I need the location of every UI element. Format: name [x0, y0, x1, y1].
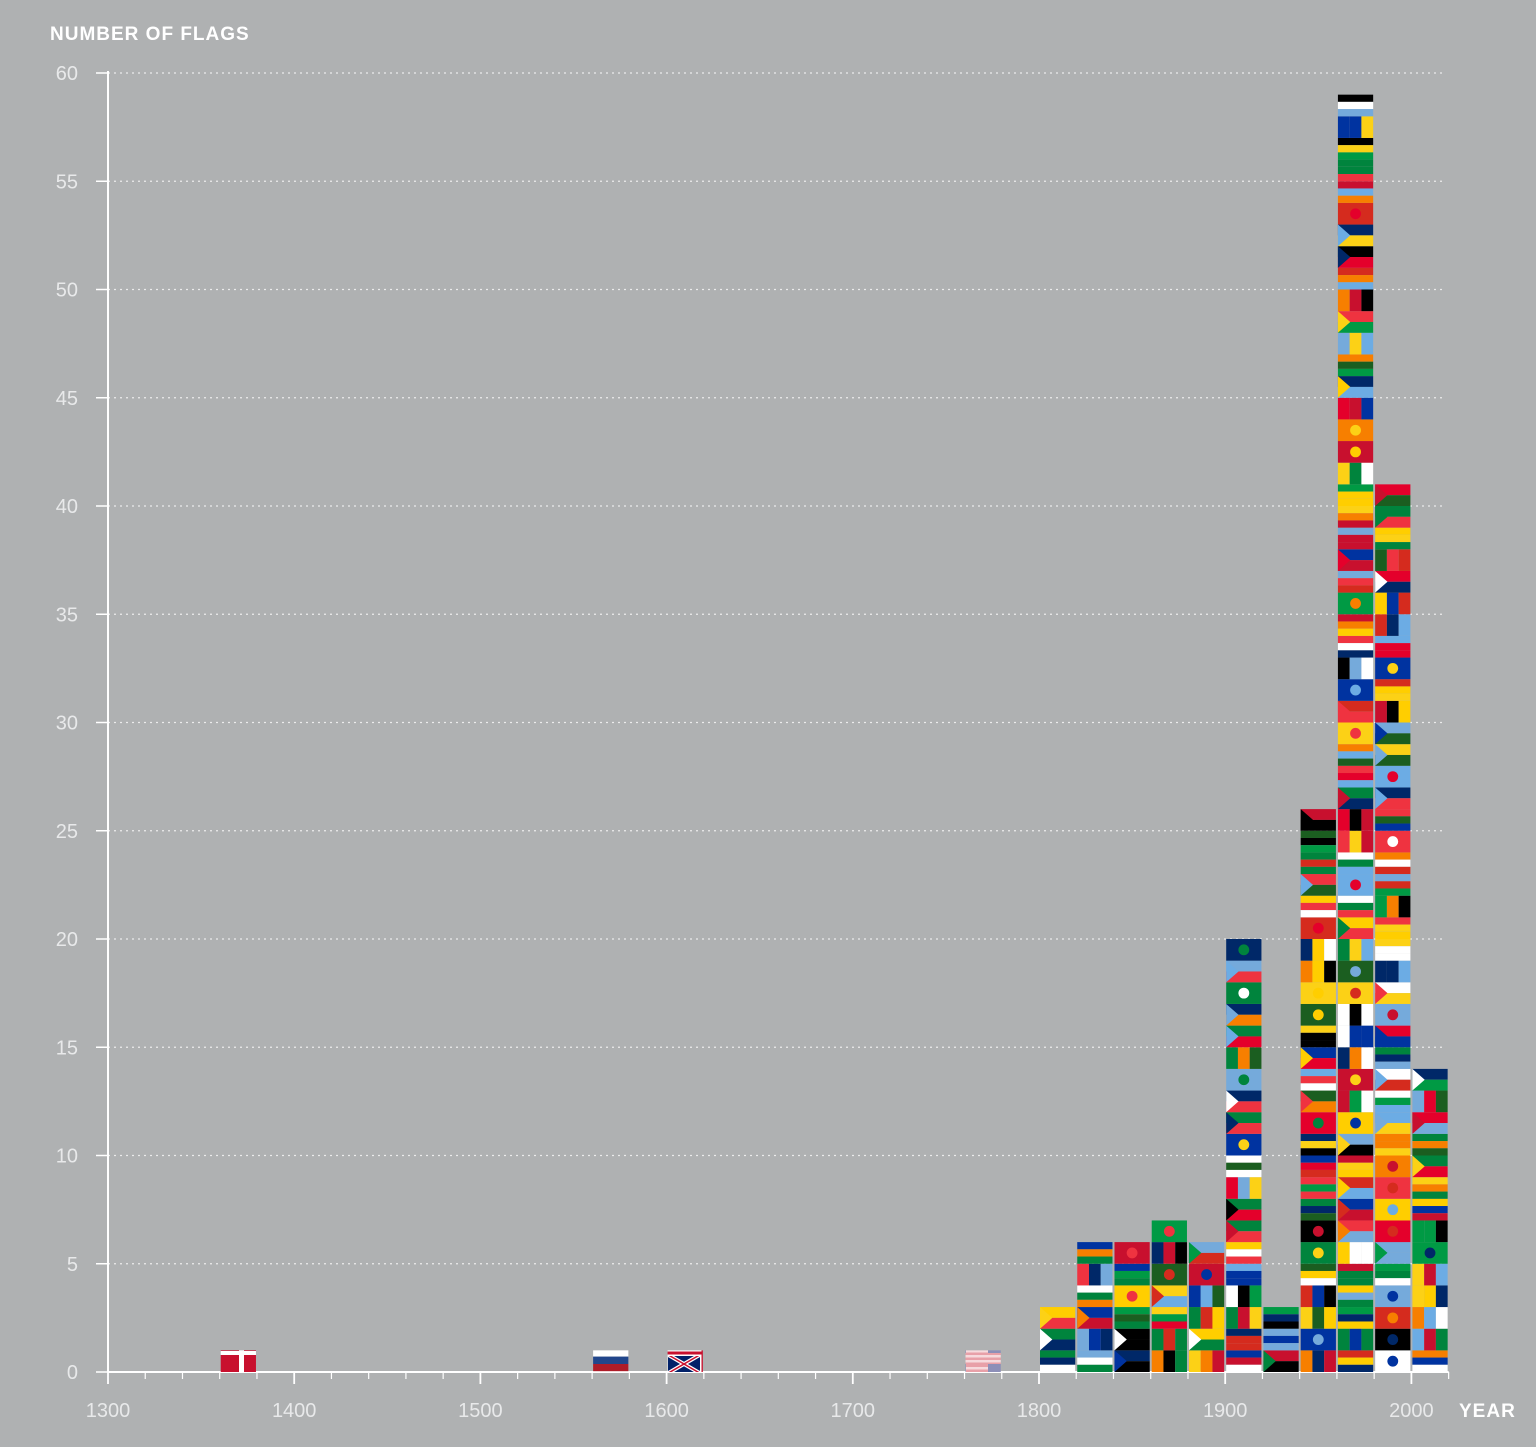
axes: [96, 71, 1450, 1384]
y-tick-label: 50: [56, 280, 78, 302]
y-axis-title: NUMBER OF FLAGS: [50, 24, 250, 45]
x-tick-label: 1600: [644, 1400, 689, 1422]
bar-1760: [965, 1350, 1001, 1372]
y-tick-label: 30: [56, 713, 78, 735]
y-tick-label: 45: [56, 388, 78, 410]
bar-1960: [1337, 94, 1374, 1372]
y-tick-label: 5: [67, 1254, 78, 1276]
y-tick-label: 40: [56, 496, 78, 518]
y-tick-label: 60: [56, 63, 78, 85]
y-tick-label: 35: [56, 604, 78, 626]
y-tick-label: 55: [56, 171, 78, 193]
bar-1940: [1300, 809, 1336, 1372]
x-tick-label: 1800: [1017, 1400, 1062, 1422]
bars: [220, 94, 1448, 1372]
x-tick-label: 1900: [1203, 1400, 1248, 1422]
bar-1920: [1263, 1307, 1299, 1372]
y-tick-label: 20: [56, 929, 78, 951]
x-tick-label: 1300: [86, 1400, 131, 1422]
bar-1980: [1375, 484, 1411, 1372]
y-tick-label: 10: [56, 1146, 78, 1168]
y-tick-label: 0: [67, 1362, 78, 1384]
bar-2000: [1412, 1068, 1448, 1372]
bar-1840: [1114, 1242, 1150, 1372]
x-tick-label: 2000: [1389, 1400, 1434, 1422]
x-tick-label: 1500: [458, 1400, 503, 1422]
bar-1820: [1077, 1242, 1113, 1372]
x-axis-title: YEAR: [1459, 1401, 1516, 1422]
bar-1560: [593, 1350, 629, 1372]
bar-1360: [220, 1350, 256, 1372]
y-tick-label: 25: [56, 821, 78, 843]
bar-1900: [1226, 939, 1262, 1372]
x-tick-label: 1400: [272, 1400, 317, 1422]
y-tick-label: 15: [56, 1037, 78, 1059]
bar-1600: [667, 1350, 703, 1372]
bar-1800: [1040, 1307, 1076, 1372]
bar-1860: [1151, 1220, 1187, 1372]
bar-1880: [1188, 1242, 1225, 1372]
x-tick-label: 1700: [831, 1400, 876, 1422]
tick-labels: 0 5 10 15 20 25 30 35 40 45 50 55 60 1300 1400 1500 1600…: [56, 63, 1434, 1422]
grid-lines: [108, 72, 1446, 1265]
